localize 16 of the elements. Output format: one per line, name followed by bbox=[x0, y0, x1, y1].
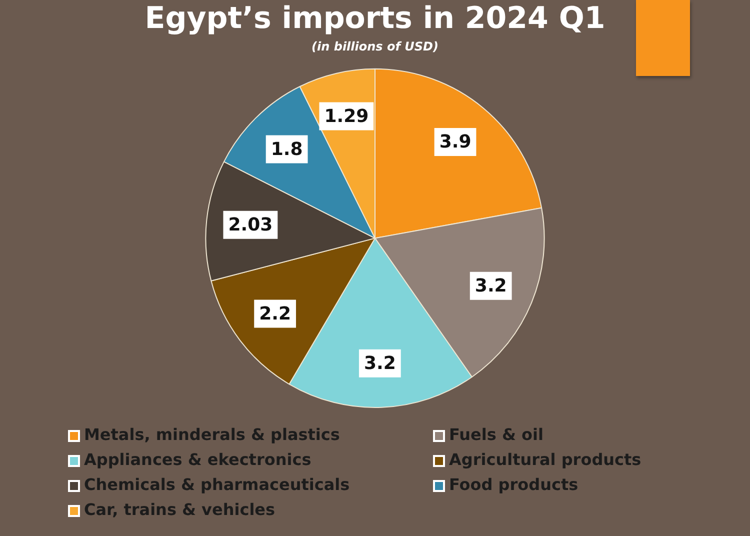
legend-label: Car, trains & vehicles bbox=[84, 500, 276, 520]
data-label: 2.03 bbox=[228, 214, 273, 236]
legend-label: Appliances & ekectronics bbox=[84, 450, 312, 470]
chart-title: Egypt’s imports in 2024 Q1 bbox=[144, 0, 606, 36]
legend-label: Food products bbox=[449, 475, 578, 494]
data-label: 3.9 bbox=[439, 132, 472, 153]
legend-label: Fuels & oil bbox=[449, 425, 544, 444]
legend-label: Chemicals & pharmaceuticals bbox=[84, 475, 350, 494]
legend-label: Metals, minderals & plastics bbox=[84, 425, 340, 444]
legend-label: Agricultural products bbox=[449, 450, 642, 470]
data-label: 3.2 bbox=[364, 353, 396, 374]
chart-subtitle: (in billions of USD) bbox=[312, 39, 438, 54]
data-label: 1.29 bbox=[324, 106, 369, 127]
data-label: 3.2 bbox=[474, 276, 507, 297]
data-label: 2.2 bbox=[259, 303, 291, 324]
data-label: 1.8 bbox=[270, 138, 303, 160]
